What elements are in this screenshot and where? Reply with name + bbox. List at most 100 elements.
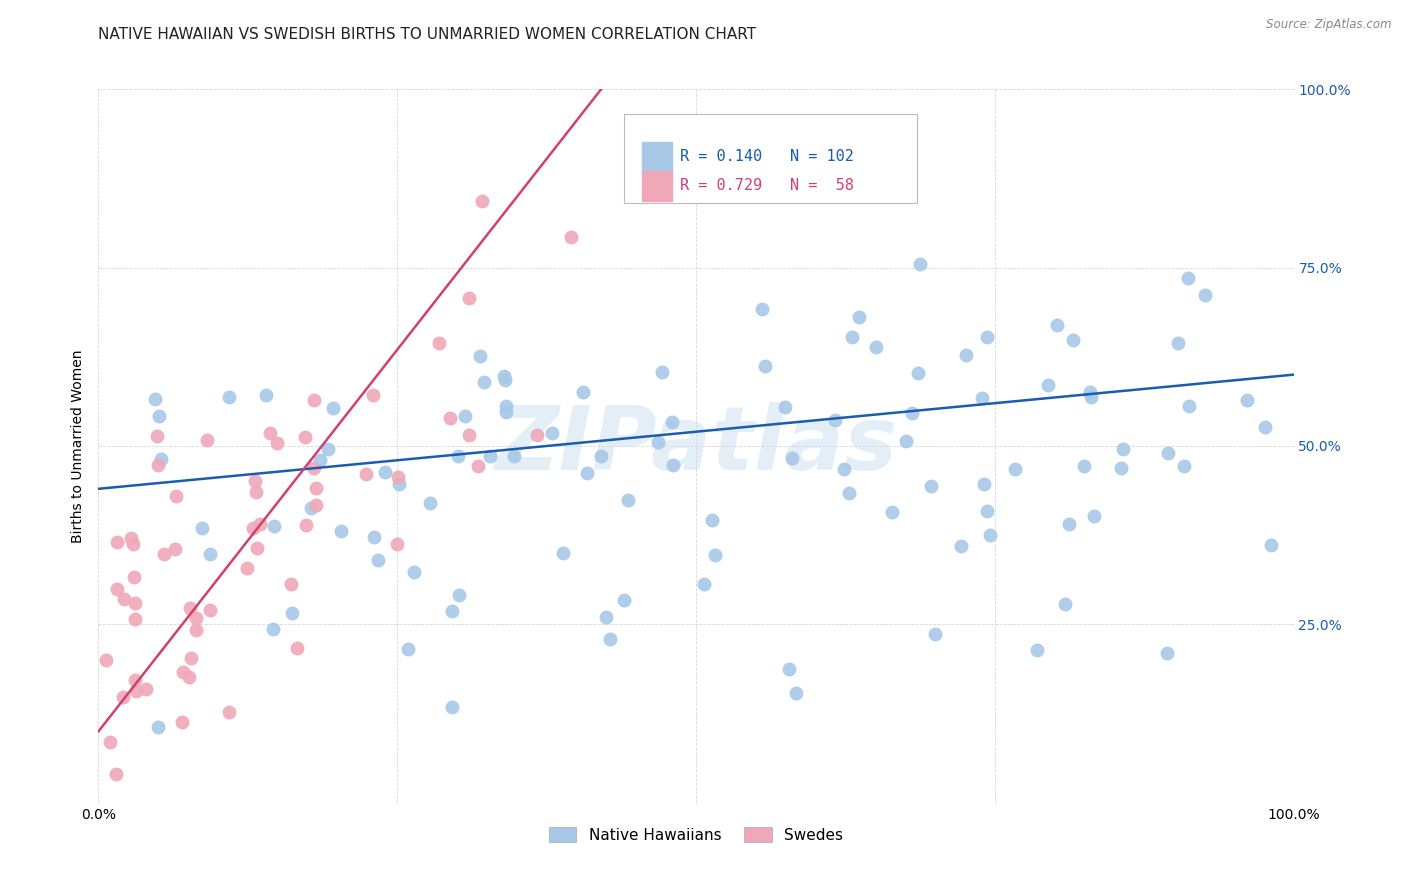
Point bbox=[458, 427, 481, 442]
Point bbox=[249, 517, 271, 532]
Point bbox=[195, 433, 218, 447]
Point bbox=[242, 521, 264, 535]
Point bbox=[1156, 647, 1178, 661]
FancyBboxPatch shape bbox=[643, 170, 672, 201]
Point bbox=[322, 401, 344, 416]
Point bbox=[526, 428, 548, 442]
Point bbox=[865, 340, 887, 354]
Point bbox=[294, 517, 316, 532]
Point bbox=[172, 715, 194, 730]
Point bbox=[134, 681, 156, 696]
Point bbox=[363, 530, 385, 544]
Point bbox=[104, 767, 127, 781]
Point bbox=[824, 413, 846, 427]
Point bbox=[575, 467, 598, 481]
Point bbox=[218, 390, 240, 404]
Point bbox=[112, 591, 135, 606]
Point bbox=[361, 388, 384, 402]
Point bbox=[148, 409, 170, 424]
Point bbox=[302, 461, 325, 475]
Text: Source: ZipAtlas.com: Source: ZipAtlas.com bbox=[1267, 18, 1392, 31]
Point bbox=[551, 546, 574, 560]
Point bbox=[1073, 458, 1095, 473]
Point bbox=[908, 256, 931, 270]
Text: N =  58: N = 58 bbox=[790, 178, 855, 193]
Point bbox=[398, 641, 420, 656]
Point bbox=[1046, 318, 1069, 333]
Point bbox=[1178, 399, 1201, 413]
Point bbox=[647, 434, 669, 449]
Point bbox=[1112, 442, 1135, 457]
Point bbox=[855, 173, 877, 187]
Point bbox=[218, 705, 240, 719]
Point bbox=[112, 690, 135, 705]
Point bbox=[1078, 385, 1101, 400]
Point bbox=[976, 330, 998, 344]
Point bbox=[700, 513, 723, 527]
Point bbox=[595, 609, 617, 624]
FancyBboxPatch shape bbox=[643, 142, 672, 172]
Point bbox=[305, 481, 328, 495]
FancyBboxPatch shape bbox=[624, 114, 917, 203]
Point bbox=[280, 577, 302, 591]
Point bbox=[122, 570, 145, 584]
Point bbox=[1254, 419, 1277, 434]
Point bbox=[458, 291, 481, 305]
Point bbox=[976, 504, 998, 518]
Point bbox=[294, 429, 316, 443]
Point bbox=[186, 623, 208, 637]
Point bbox=[841, 330, 863, 344]
Point bbox=[613, 592, 636, 607]
Point bbox=[453, 409, 475, 424]
Point bbox=[1038, 377, 1060, 392]
Point bbox=[472, 375, 495, 389]
Point bbox=[1157, 446, 1180, 460]
Point bbox=[263, 518, 285, 533]
Point bbox=[560, 229, 582, 244]
Point bbox=[924, 627, 946, 641]
Point bbox=[198, 547, 221, 561]
Point bbox=[299, 501, 322, 516]
Point bbox=[246, 541, 269, 555]
Point bbox=[105, 582, 128, 596]
Point bbox=[184, 611, 207, 625]
Point bbox=[308, 453, 330, 467]
Point bbox=[1194, 288, 1216, 302]
Point bbox=[949, 539, 972, 553]
Point bbox=[1054, 597, 1077, 611]
Point bbox=[591, 449, 613, 463]
Point bbox=[143, 392, 166, 406]
Point bbox=[179, 600, 201, 615]
Point bbox=[191, 521, 214, 535]
Legend: Native Hawaiians, Swedes: Native Hawaiians, Swedes bbox=[543, 821, 849, 848]
Point bbox=[149, 452, 172, 467]
Point bbox=[402, 566, 425, 580]
Point bbox=[124, 612, 146, 626]
Point bbox=[495, 405, 517, 419]
Point bbox=[243, 474, 266, 488]
Point bbox=[245, 484, 267, 499]
Point bbox=[832, 461, 855, 475]
Point bbox=[441, 700, 464, 714]
Point bbox=[1109, 460, 1132, 475]
Point bbox=[894, 434, 917, 449]
Point bbox=[120, 531, 142, 545]
Point bbox=[125, 683, 148, 698]
Point bbox=[374, 465, 396, 479]
Point bbox=[848, 310, 870, 325]
Point bbox=[98, 735, 121, 749]
Point bbox=[661, 415, 683, 429]
Point bbox=[1083, 509, 1105, 524]
Point bbox=[419, 496, 441, 510]
Point bbox=[1062, 333, 1084, 347]
Y-axis label: Births to Unmarried Women: Births to Unmarried Women bbox=[72, 350, 86, 542]
Point bbox=[259, 425, 281, 440]
Point bbox=[387, 470, 409, 484]
Point bbox=[920, 479, 942, 493]
Point bbox=[1080, 390, 1102, 404]
Point bbox=[449, 588, 471, 602]
Point bbox=[354, 467, 377, 481]
Point bbox=[172, 665, 194, 680]
Point bbox=[439, 410, 461, 425]
Point bbox=[540, 425, 562, 440]
